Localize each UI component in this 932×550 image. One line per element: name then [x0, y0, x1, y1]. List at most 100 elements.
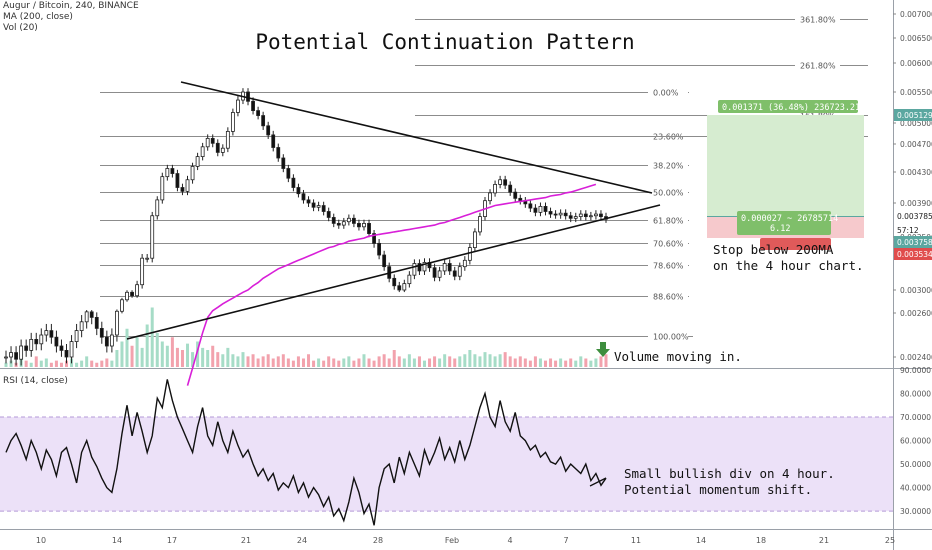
fib-level-label: 88.60% — [653, 293, 684, 302]
time-axis-tick-label: 24 — [297, 536, 307, 545]
volume-bar — [382, 354, 386, 367]
volume-bar — [342, 358, 346, 367]
volume-bar — [543, 360, 547, 367]
volume-bar — [145, 324, 149, 367]
price-candle — [69, 341, 74, 358]
volume-bar — [186, 343, 190, 367]
rsi-axis-tick-label: 40.0000 — [900, 484, 931, 493]
volume-bar — [24, 360, 28, 367]
price-candle — [311, 202, 316, 208]
volume-bar — [503, 352, 507, 367]
time-axis-tick-label: 14 — [696, 536, 706, 545]
price-candle — [135, 284, 139, 297]
vol-legend-label: Vol (20) — [3, 23, 38, 33]
price-candle — [34, 338, 39, 345]
volume-bar — [589, 360, 593, 367]
price-candle — [321, 205, 326, 212]
volume-bar — [291, 360, 295, 367]
price-candle — [462, 259, 467, 268]
price-candle — [94, 316, 99, 329]
fib-level-label: 261.80% — [800, 62, 836, 71]
price-candle — [49, 330, 54, 338]
stop-label-line2: 6.12 — [770, 224, 790, 234]
price-candle — [533, 207, 538, 213]
rsi-band — [0, 417, 893, 512]
rsi-note-line1: Small bullish div on 4 hour. — [624, 466, 835, 481]
volume-bar — [559, 358, 563, 367]
price-candle — [578, 213, 583, 218]
time-axis-tick-label: 21 — [819, 536, 829, 545]
price-candle — [301, 193, 306, 201]
price-candle — [316, 205, 321, 208]
price-candle — [54, 336, 59, 347]
volume-bar — [211, 345, 215, 367]
rsi-axis-tick-label: 90.0000 — [900, 366, 931, 375]
price-tag-label: 57:12 — [897, 226, 919, 235]
volume-bar — [488, 354, 492, 367]
volume-bar — [337, 360, 341, 367]
volume-bar — [407, 354, 411, 367]
volume-bar — [458, 356, 462, 367]
fib-level-label: 70.60% — [653, 240, 684, 249]
volume-bar — [170, 337, 174, 367]
volume-bar — [59, 362, 63, 367]
price-candle — [432, 267, 437, 278]
price-candle — [205, 137, 210, 148]
volume-bar — [307, 354, 311, 367]
time-axis-tick-label: 4 — [507, 536, 512, 545]
volume-bar — [518, 356, 522, 367]
price-candle — [291, 177, 296, 188]
price-candle — [457, 266, 462, 277]
time-axis-tick-label: 7 — [563, 536, 568, 545]
volume-bar — [135, 337, 139, 367]
volume-bar — [281, 354, 285, 367]
price-tag-box — [894, 109, 932, 121]
volume-bar — [352, 360, 356, 367]
volume-bar — [332, 358, 336, 367]
volume-bar — [201, 347, 205, 367]
volume-bar — [483, 352, 487, 367]
rsi-divergence-line — [589, 477, 607, 487]
volume-bar — [236, 356, 240, 367]
price-candle — [180, 187, 185, 192]
lower-trendline — [126, 204, 661, 340]
volume-bar — [221, 354, 225, 367]
volume-bar — [367, 358, 371, 367]
volume-bar — [533, 356, 537, 367]
volume-bar — [150, 307, 154, 367]
volume-bar — [256, 358, 260, 367]
price-candle — [14, 352, 18, 360]
stop-loss-box — [760, 238, 831, 250]
time-axis-tick-label: 28 — [373, 536, 383, 545]
volume-bar — [39, 360, 43, 367]
price-candle — [351, 217, 356, 224]
volume-bar — [473, 354, 477, 367]
price-candle — [271, 134, 276, 148]
price-tag-box — [894, 248, 932, 260]
volume-bar — [206, 350, 210, 367]
price-candle — [493, 183, 497, 194]
volume-bar — [54, 360, 58, 367]
volume-bar — [271, 358, 275, 367]
price-candle — [9, 352, 13, 358]
volume-bar — [49, 362, 53, 367]
volume-bar — [312, 360, 316, 367]
volume-bar — [347, 356, 351, 367]
volume-bar — [402, 358, 406, 367]
price-candle — [548, 211, 553, 215]
volume-bar — [286, 358, 290, 367]
price-candle — [568, 215, 573, 219]
price-candle — [599, 213, 603, 218]
volume-bar — [196, 341, 200, 367]
price-candle — [478, 216, 482, 233]
volume-bar — [9, 360, 13, 367]
price-candle — [407, 274, 412, 285]
time-axis-tick-label: 10 — [36, 536, 46, 545]
price-tag-box — [894, 236, 932, 248]
time-axis-tick-label: 18 — [756, 536, 766, 545]
time-axis-tick-label: 21 — [241, 536, 251, 545]
volume-bar — [508, 356, 512, 367]
